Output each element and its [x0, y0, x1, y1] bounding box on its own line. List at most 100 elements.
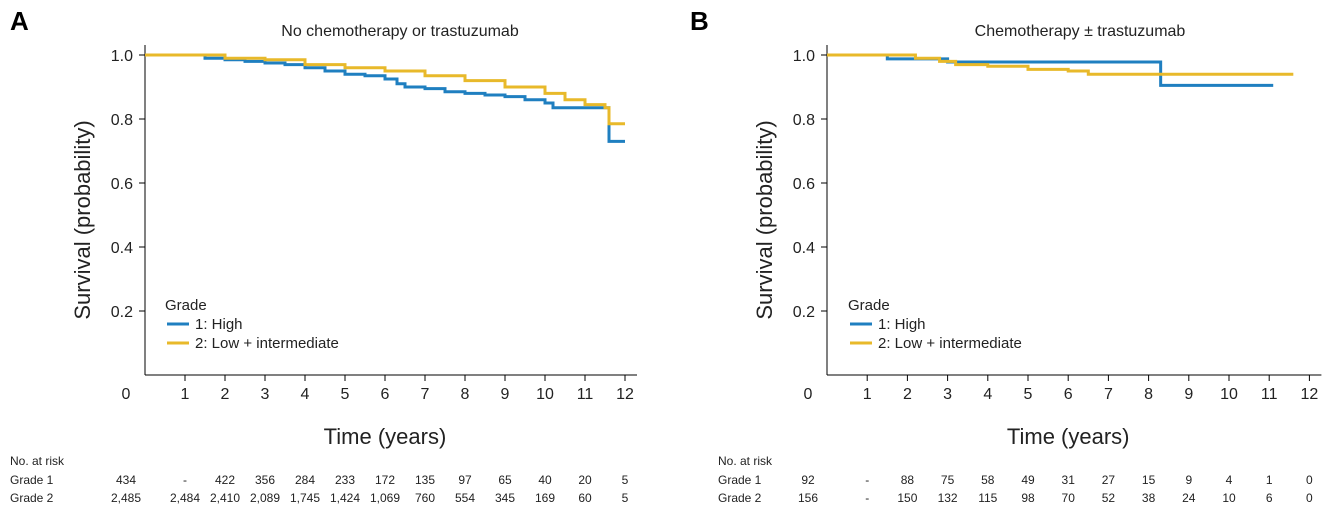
panel-a-at-risk-value: 1,424: [330, 491, 360, 505]
panel-b-at-risk-row-label: Grade 2: [718, 491, 762, 505]
panel-b-y-tick-label: 1.0: [793, 48, 815, 65]
panel-b-at-risk-value: 70: [1062, 491, 1076, 505]
panel-b-at-risk-value: 38: [1142, 491, 1156, 505]
panel-b-legend-label-2: 2: Low + intermediate: [878, 335, 1022, 352]
panel-a-at-risk-header: No. at risk: [10, 454, 65, 468]
panel-b-at-risk-value: 15: [1142, 473, 1156, 487]
panel-b-at-risk-value: 58: [981, 473, 995, 487]
panel-b-at-risk-row-label: Grade 1: [718, 473, 762, 487]
panel-a-at-risk-value: 2,089: [250, 491, 280, 505]
panel-b-x-tick-label: 12: [1301, 386, 1319, 403]
panel-a-x-tick-label: 8: [461, 386, 470, 403]
panel-b-at-risk-value: 10: [1222, 491, 1236, 505]
panel-a-x-tick-label: 9: [501, 386, 510, 403]
panel-a-title: No chemotherapy or trastuzumab: [281, 23, 519, 40]
panel-a-at-risk-value: 2,485: [111, 491, 141, 505]
panel-b-x-tick-label: 9: [1184, 386, 1193, 403]
panel-a-at-risk-value: 60: [578, 491, 592, 505]
panel-b-at-risk-value: 27: [1102, 473, 1116, 487]
panel-a-at-risk-value: 40: [538, 473, 552, 487]
panel-a-y-tick-label: 0.6: [111, 176, 133, 193]
panel-a-at-risk-value: 1,745: [290, 491, 320, 505]
panel-b-at-risk-value: 0: [1306, 473, 1313, 487]
panel-a-x-tick-label: 7: [421, 386, 430, 403]
panel-b-x-tick-label: 0: [804, 386, 813, 403]
panel-a-at-risk-value: 5: [622, 491, 629, 505]
panel-a-x-tick-label: 3: [261, 386, 270, 403]
panel-a-at-risk-value: 97: [458, 473, 472, 487]
panel-a-x-axis-title: Time (years): [324, 424, 447, 449]
panel-a-at-risk-value: -: [183, 473, 187, 487]
panel-a-x-tick-label: 11: [577, 386, 594, 403]
panel-a-series-2-line: [145, 53, 625, 126]
panel-a-x-tick-label: 12: [616, 386, 634, 403]
panel-b-at-risk-value: 115: [978, 491, 997, 505]
panel-a-at-risk-value: 434: [116, 473, 136, 487]
panel-b-title: Chemotherapy ± trastuzumab: [975, 23, 1186, 40]
panel-b-at-risk-value: 156: [798, 491, 818, 505]
panel-a-y-tick-label: 1.0: [111, 48, 133, 65]
panel-a-legend-label-1: 1: High: [195, 316, 243, 333]
panel-b-at-risk-value: 4: [1226, 473, 1233, 487]
panel-a-at-risk-value: 135: [415, 473, 435, 487]
panel-a-at-risk-value: 2,410: [210, 491, 240, 505]
panel-b-at-risk-value: 132: [938, 491, 958, 505]
panel-a-at-risk-value: 422: [215, 473, 235, 487]
panel-a-x-tick-label: 2: [221, 386, 230, 403]
panel-b-at-risk-value: 1: [1266, 473, 1273, 487]
panel-b-at-risk-value: 52: [1102, 491, 1116, 505]
panel-b-at-risk-value: 49: [1021, 473, 1035, 487]
panel-b-x-tick-label: 10: [1220, 386, 1238, 403]
panel-b-x-tick-label: 3: [943, 386, 952, 403]
panel-a-x-tick-label: 5: [341, 386, 350, 403]
panel-b-x-tick-label: 11: [1261, 386, 1278, 403]
panel-a-at-risk-value: 2,484: [170, 491, 200, 505]
panel-b-at-risk-value: 9: [1185, 473, 1192, 487]
panel-a-at-risk-value: 20: [578, 473, 592, 487]
panel-a-at-risk-value: 345: [495, 491, 515, 505]
panel-b-at-risk-value: 31: [1062, 473, 1076, 487]
panel-a-at-risk-value: 233: [335, 473, 355, 487]
panel-a-x-tick-label: 10: [536, 386, 554, 403]
panel-a-at-risk-value: 172: [375, 473, 395, 487]
panel-b-x-axis-title: Time (years): [1007, 424, 1130, 449]
panel-b-at-risk-value: 6: [1266, 491, 1273, 505]
panel-a-at-risk-row-label: Grade 2: [10, 491, 54, 505]
panel-b-at-risk-value: 88: [901, 473, 915, 487]
panel-b-x-tick-label: 8: [1144, 386, 1153, 403]
panel-a-series-1-line: [145, 53, 625, 143]
panel-b-at-risk-value: -: [865, 491, 869, 505]
panel-a-legend-title: Grade: [165, 297, 207, 314]
panel-a-y-tick-label: 0.2: [111, 304, 133, 321]
panel-a-at-risk-value: 356: [255, 473, 275, 487]
panel-a-label: A: [10, 6, 29, 36]
panel-a-at-risk-value: 760: [415, 491, 435, 505]
panel-a-at-risk-value: 65: [498, 473, 512, 487]
panel-a-x-tick-label: 1: [181, 386, 190, 403]
panel-b-legend-title: Grade: [848, 297, 890, 314]
panel-b-x-tick-label: 2: [903, 386, 912, 403]
panel-b-at-risk-value: 92: [801, 473, 815, 487]
panel-b-y-tick-label: 0.6: [793, 176, 815, 193]
panel-a-at-risk-value: 1,069: [370, 491, 400, 505]
panel-b-x-tick-label: 6: [1064, 386, 1073, 403]
panel-b-series-2-line: [827, 53, 1294, 76]
panel-a-y-tick-label: 0.4: [111, 240, 133, 257]
panel-a-y-axis-title: Survival (probability): [70, 120, 95, 319]
panel-b-label: B: [690, 6, 709, 36]
panel-a-y-tick-label: 0.8: [111, 112, 133, 129]
panel-b-at-risk-value: -: [865, 473, 869, 487]
panel-a-at-risk-value: 284: [295, 473, 315, 487]
panel-b-at-risk-value: 75: [941, 473, 955, 487]
panel-a-at-risk-value: 5: [622, 473, 629, 487]
panel-b-legend-label-1: 1: High: [878, 316, 926, 333]
panel-a-x-tick-label: 4: [301, 386, 310, 403]
panel-b-y-tick-label: 0.8: [793, 112, 815, 129]
panel-b-x-tick-label: 4: [983, 386, 992, 403]
panel-a-legend-label-2: 2: Low + intermediate: [195, 335, 339, 352]
panel-a-x-tick-label: 6: [381, 386, 390, 403]
panel-a-at-risk-row-label: Grade 1: [10, 473, 54, 487]
panel-b-x-tick-label: 5: [1024, 386, 1033, 403]
panel-b-y-tick-label: 0.2: [793, 304, 815, 321]
